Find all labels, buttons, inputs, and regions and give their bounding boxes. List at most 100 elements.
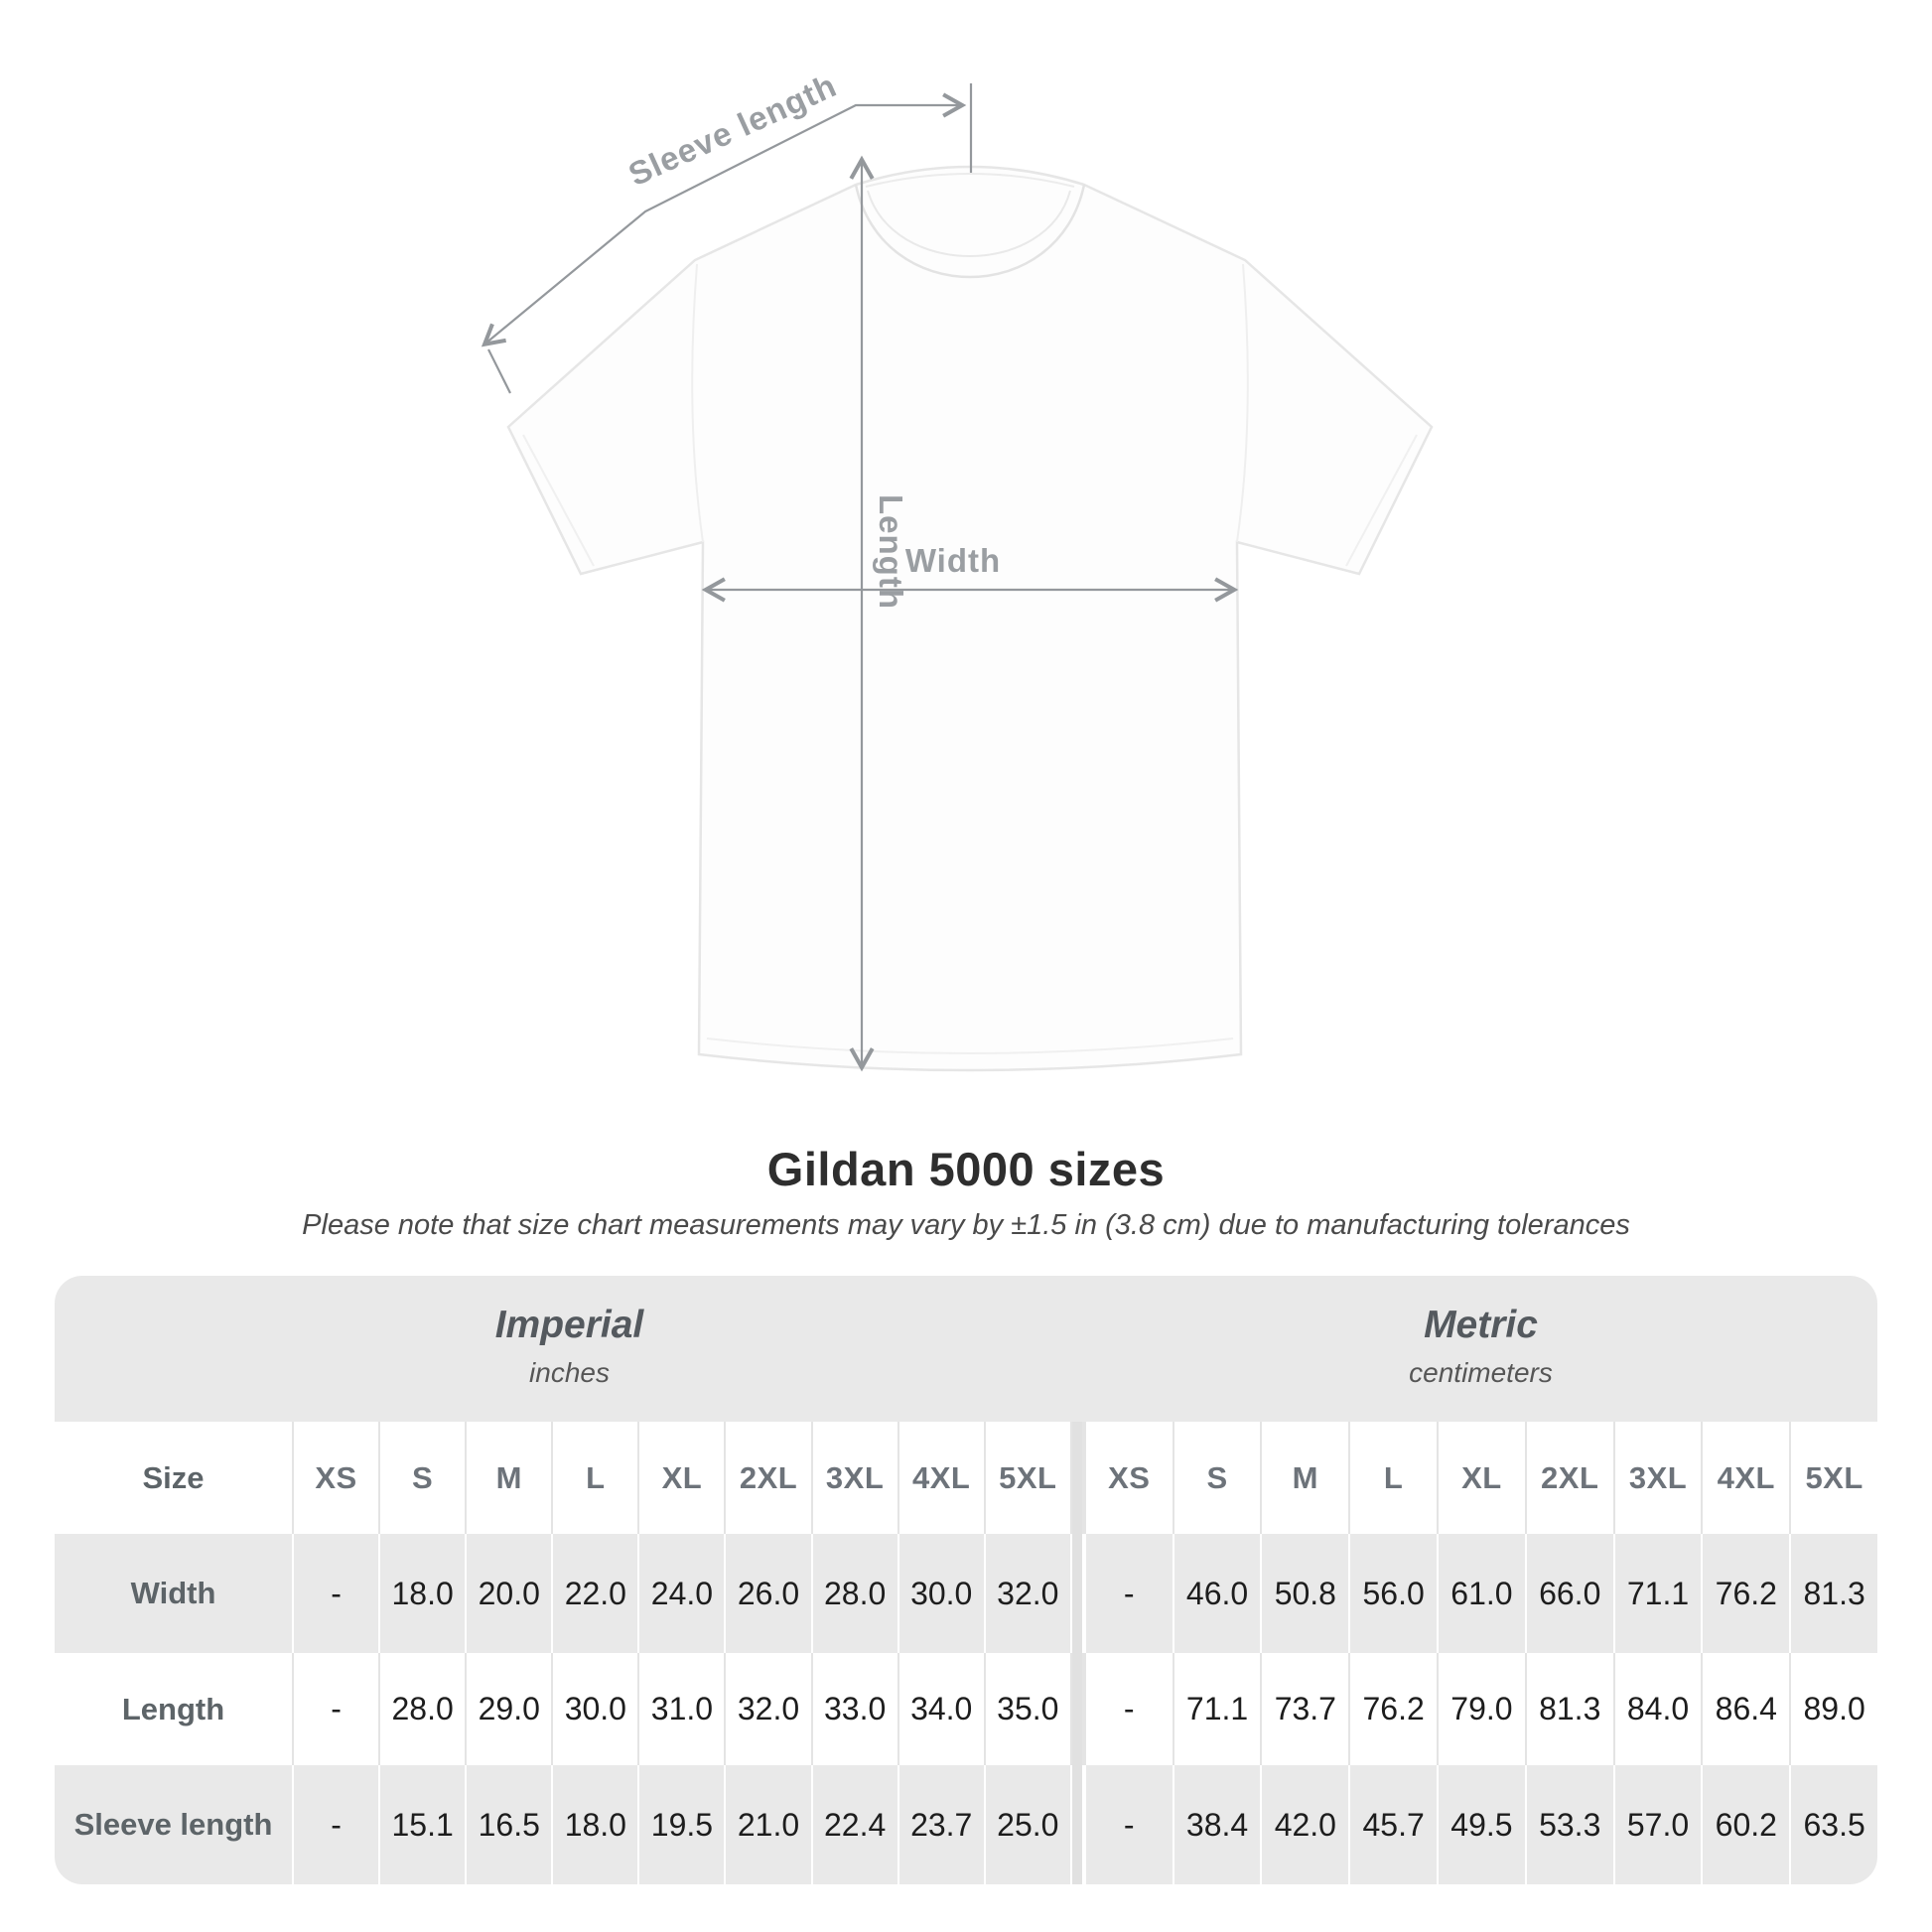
width-label: Width bbox=[905, 542, 1001, 579]
width-cm-2xl: 66.0 bbox=[1524, 1534, 1613, 1653]
length-in-4xl: 34.0 bbox=[897, 1653, 984, 1765]
length-in-xs: - bbox=[292, 1653, 378, 1765]
imperial-size-3xl: 3XL bbox=[810, 1422, 897, 1534]
table-row-length: Length - 28.0 29.0 30.0 31.0 32.0 33.0 3… bbox=[55, 1653, 1877, 1765]
unit-header-band: Imperial inches Metric centimeters bbox=[55, 1276, 1877, 1422]
metric-size-2xl: 2XL bbox=[1524, 1422, 1613, 1534]
sleeve-cm-xl: 49.5 bbox=[1437, 1765, 1525, 1884]
length-in-5xl: 35.0 bbox=[983, 1653, 1070, 1765]
imperial-size-s: S bbox=[378, 1422, 465, 1534]
sleeve-cm-m: 42.0 bbox=[1260, 1765, 1348, 1884]
width-cm-4xl: 76.2 bbox=[1701, 1534, 1789, 1653]
row-label-sleeve-length: Sleeve length bbox=[73, 1807, 273, 1842]
imperial-unit: inches bbox=[529, 1357, 610, 1388]
sleeve-dimension-line bbox=[481, 92, 967, 347]
metric-size-xs: XS bbox=[1083, 1422, 1173, 1534]
width-in-xs: - bbox=[292, 1534, 378, 1653]
tshirt-measurement-diagram: Sleeve length Length Width bbox=[481, 67, 1434, 1072]
width-cm-l: 56.0 bbox=[1348, 1534, 1437, 1653]
length-cm-l: 76.2 bbox=[1348, 1653, 1437, 1765]
sleeve-seam-right bbox=[1236, 263, 1249, 543]
table-row-sleeve-length: Sleeve length - 15.1 16.5 18.0 19.5 21.0… bbox=[55, 1765, 1877, 1884]
sleeve-in-l: 18.0 bbox=[551, 1765, 637, 1884]
tshirt-body bbox=[506, 165, 1434, 1072]
width-cm-m: 50.8 bbox=[1260, 1534, 1348, 1653]
length-cm-2xl: 81.3 bbox=[1524, 1653, 1613, 1765]
length-in-s: 28.0 bbox=[378, 1653, 465, 1765]
size-table: Imperial inches Metric centimeters Size … bbox=[55, 1276, 1877, 1884]
imperial-size-l: L bbox=[551, 1422, 637, 1534]
imperial-size-4xl: 4XL bbox=[897, 1422, 984, 1534]
length-cm-xl: 79.0 bbox=[1437, 1653, 1525, 1765]
width-cm-5xl: 81.3 bbox=[1789, 1534, 1877, 1653]
metric-size-s: S bbox=[1172, 1422, 1261, 1534]
length-cm-m: 73.7 bbox=[1260, 1653, 1348, 1765]
width-in-l: 22.0 bbox=[551, 1534, 637, 1653]
sleeve-in-xl: 19.5 bbox=[637, 1765, 724, 1884]
length-in-m: 29.0 bbox=[465, 1653, 551, 1765]
row-label-length: Length bbox=[121, 1691, 225, 1726]
hem-stitch bbox=[706, 1037, 1234, 1054]
width-cm-xs: - bbox=[1083, 1534, 1173, 1653]
length-cm-4xl: 86.4 bbox=[1701, 1653, 1789, 1765]
metric-size-5xl: 5XL bbox=[1789, 1422, 1877, 1534]
sleeve-in-4xl: 23.7 bbox=[897, 1765, 984, 1884]
width-in-2xl: 26.0 bbox=[724, 1534, 810, 1653]
sleeve-cm-3xl: 57.0 bbox=[1612, 1765, 1702, 1884]
unit-divider bbox=[1069, 1653, 1084, 1765]
unit-divider bbox=[1069, 1534, 1084, 1653]
sleeve-in-xs: - bbox=[292, 1765, 378, 1884]
imperial-header: Imperial inches bbox=[55, 1276, 1084, 1422]
size-column-header: Size bbox=[142, 1459, 205, 1495]
sleeve-in-m: 16.5 bbox=[465, 1765, 551, 1884]
imperial-size-2xl: 2XL bbox=[724, 1422, 810, 1534]
metric-size-4xl: 4XL bbox=[1701, 1422, 1789, 1534]
width-cm-3xl: 71.1 bbox=[1612, 1534, 1702, 1653]
metric-size-xl: XL bbox=[1437, 1422, 1525, 1534]
sleeve-cm-l: 45.7 bbox=[1348, 1765, 1437, 1884]
length-in-2xl: 32.0 bbox=[724, 1653, 810, 1765]
width-in-m: 20.0 bbox=[465, 1534, 551, 1653]
page-subtitle: Please note that size chart measurements… bbox=[302, 1209, 1630, 1241]
unit-divider bbox=[1069, 1422, 1084, 1534]
length-cm-5xl: 89.0 bbox=[1789, 1653, 1877, 1765]
width-in-5xl: 32.0 bbox=[983, 1534, 1070, 1653]
metric-size-m: M bbox=[1260, 1422, 1348, 1534]
row-label-width: Width bbox=[130, 1576, 216, 1610]
length-cm-s: 71.1 bbox=[1172, 1653, 1261, 1765]
page-title: Gildan 5000 sizes bbox=[766, 1143, 1166, 1195]
width-cm-xl: 61.0 bbox=[1437, 1534, 1525, 1653]
metric-unit: centimeters bbox=[1409, 1357, 1553, 1388]
sleeve-extension-line bbox=[487, 348, 511, 394]
metric-header: Metric centimeters bbox=[1084, 1276, 1877, 1422]
size-header-row: Size XS S M L XL 2XL 3XL 4XL 5XL XS S M … bbox=[55, 1422, 1877, 1534]
metric-title: Metric bbox=[1424, 1304, 1538, 1346]
length-cm-xs: - bbox=[1083, 1653, 1173, 1765]
imperial-size-m: M bbox=[465, 1422, 551, 1534]
sleeve-cm-5xl: 63.5 bbox=[1789, 1765, 1877, 1884]
length-in-xl: 31.0 bbox=[637, 1653, 724, 1765]
width-in-3xl: 28.0 bbox=[810, 1534, 897, 1653]
cuff-stitch-left bbox=[522, 434, 595, 567]
imperial-title: Imperial bbox=[494, 1304, 644, 1346]
sleeve-cm-4xl: 60.2 bbox=[1701, 1765, 1789, 1884]
imperial-size-xl: XL bbox=[637, 1422, 724, 1534]
width-in-xl: 24.0 bbox=[637, 1534, 724, 1653]
sleeve-in-2xl: 21.0 bbox=[724, 1765, 810, 1884]
width-in-s: 18.0 bbox=[378, 1534, 465, 1653]
length-cm-3xl: 84.0 bbox=[1612, 1653, 1702, 1765]
sleeve-cm-s: 38.4 bbox=[1172, 1765, 1261, 1884]
length-in-l: 30.0 bbox=[551, 1653, 637, 1765]
tshirt-graphic bbox=[506, 165, 1434, 1072]
cuff-stitch-right bbox=[1345, 434, 1418, 567]
width-cm-s: 46.0 bbox=[1172, 1534, 1261, 1653]
sleeve-in-3xl: 22.4 bbox=[810, 1765, 897, 1884]
imperial-size-5xl: 5XL bbox=[983, 1422, 1070, 1534]
sleeve-cm-xs: - bbox=[1083, 1765, 1173, 1884]
table-row-width: Width - 18.0 20.0 22.0 24.0 26.0 28.0 30… bbox=[55, 1534, 1877, 1653]
sleeve-cm-2xl: 53.3 bbox=[1524, 1765, 1613, 1884]
length-in-3xl: 33.0 bbox=[810, 1653, 897, 1765]
width-in-4xl: 30.0 bbox=[897, 1534, 984, 1653]
length-label: Length bbox=[873, 494, 909, 610]
sleeve-in-5xl: 25.0 bbox=[983, 1765, 1070, 1884]
